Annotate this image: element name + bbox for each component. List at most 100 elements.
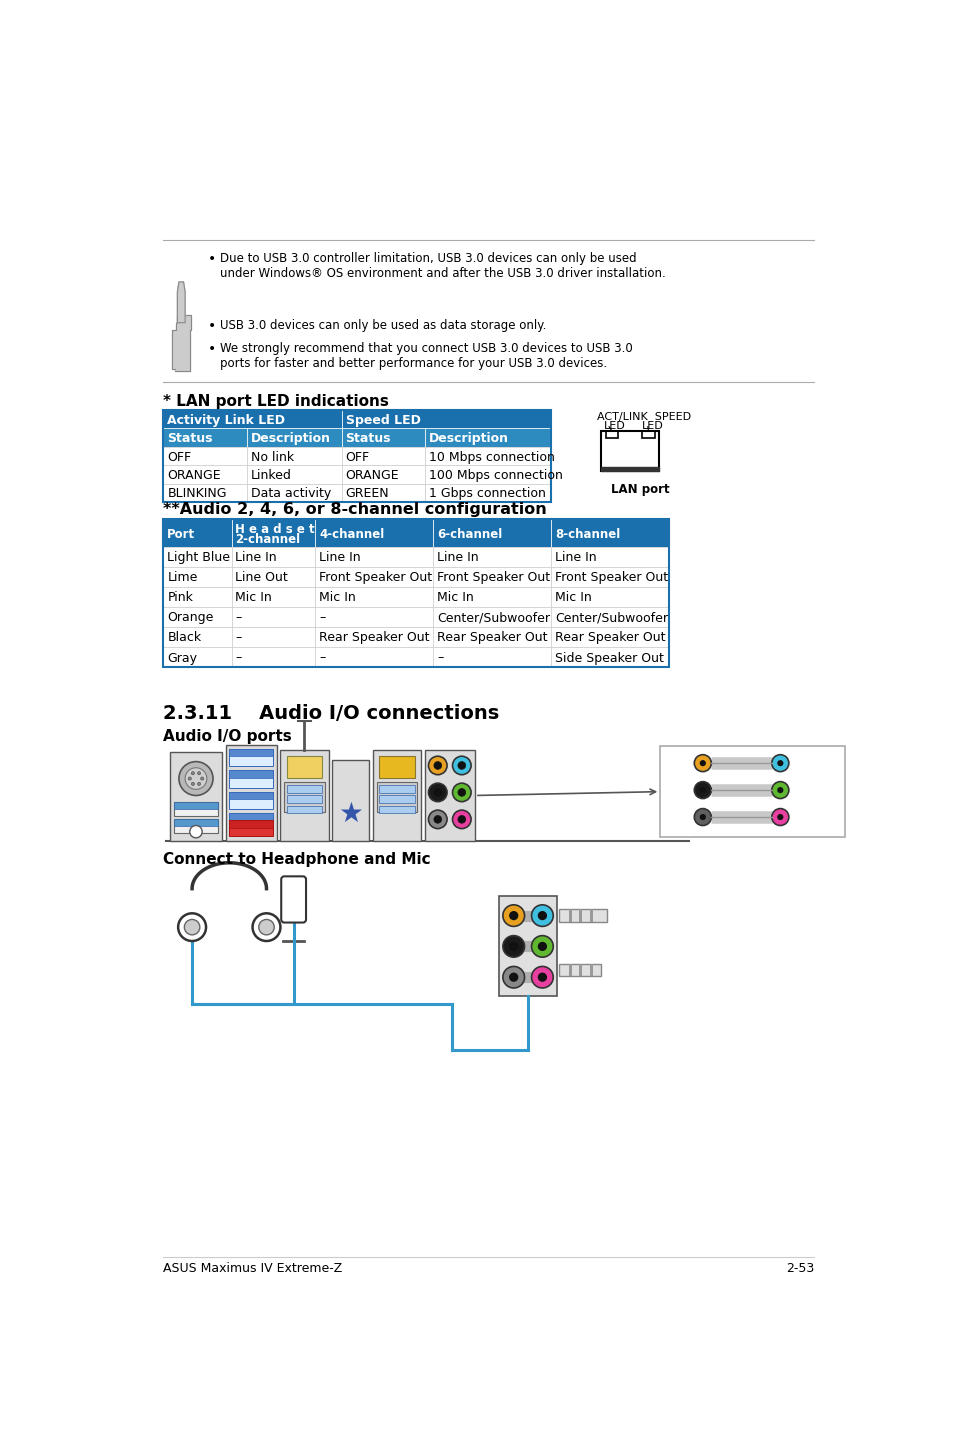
Bar: [163, 567, 232, 587]
Bar: [641, 431, 654, 439]
Circle shape: [428, 810, 447, 828]
Text: Center/Subwoofer: Center/Subwoofer: [436, 611, 550, 624]
Text: orange: orange: [664, 759, 703, 769]
Bar: [424, 751, 475, 841]
Text: –: –: [235, 651, 241, 664]
Text: Mic In: Mic In: [319, 591, 355, 604]
Bar: [568, 963, 571, 976]
Text: 2.3.11    Audio I/O connections: 2.3.11 Audio I/O connections: [163, 703, 499, 723]
Bar: [163, 447, 247, 464]
Text: •: •: [208, 319, 216, 332]
Circle shape: [457, 788, 465, 797]
Text: –: –: [235, 631, 241, 644]
Text: LAN port: LAN port: [610, 483, 668, 496]
Text: Pink: Pink: [167, 591, 193, 604]
Text: USB 3.0 devices can only be used as data storage only.: USB 3.0 devices can only be used as data…: [220, 319, 546, 332]
Circle shape: [452, 784, 471, 801]
Bar: [433, 627, 550, 647]
Circle shape: [192, 772, 194, 775]
Bar: [247, 464, 341, 483]
Text: –: –: [319, 651, 325, 664]
Text: LED: LED: [603, 420, 625, 430]
Bar: [433, 519, 550, 546]
Text: We strongly recommend that you connect USB 3.0 devices to USB 3.0
ports for fast: We strongly recommend that you connect U…: [220, 342, 632, 370]
Bar: [163, 410, 341, 429]
Bar: [605, 431, 618, 439]
FancyBboxPatch shape: [281, 876, 306, 923]
Text: Side Speaker Out: Side Speaker Out: [555, 651, 663, 664]
Bar: [286, 795, 322, 804]
Bar: [498, 896, 557, 997]
Bar: [433, 607, 550, 627]
Bar: [373, 751, 420, 841]
Text: Line Out: Line Out: [235, 571, 288, 584]
Bar: [341, 447, 425, 464]
Bar: [229, 820, 274, 828]
Bar: [174, 802, 217, 808]
Text: Speed LED: Speed LED: [345, 414, 420, 427]
Bar: [558, 963, 600, 976]
Text: Orange: Orange: [167, 611, 213, 624]
Bar: [286, 756, 322, 778]
Bar: [163, 429, 247, 447]
Bar: [174, 820, 217, 833]
Text: –: –: [319, 611, 325, 624]
Circle shape: [771, 782, 788, 798]
Bar: [232, 607, 315, 627]
Text: ORANGE: ORANGE: [167, 469, 221, 482]
Text: Description: Description: [251, 431, 331, 444]
Circle shape: [699, 761, 705, 766]
Bar: [284, 782, 324, 811]
Text: Rear Speaker Out: Rear Speaker Out: [436, 631, 547, 644]
Text: LED: LED: [641, 420, 662, 430]
Circle shape: [188, 777, 192, 779]
Bar: [229, 792, 274, 800]
Circle shape: [197, 772, 200, 775]
Text: 100 Mbps connection: 100 Mbps connection: [429, 469, 562, 482]
Circle shape: [771, 808, 788, 825]
Bar: [247, 447, 341, 464]
Polygon shape: [172, 315, 192, 371]
Circle shape: [434, 815, 441, 823]
Bar: [550, 519, 668, 546]
Text: Line In: Line In: [436, 551, 478, 564]
Bar: [550, 587, 668, 607]
Bar: [170, 752, 222, 841]
Circle shape: [184, 919, 199, 935]
Circle shape: [777, 787, 782, 794]
Bar: [232, 519, 315, 546]
Text: Data activity: Data activity: [251, 487, 331, 500]
Bar: [229, 749, 274, 756]
Bar: [425, 464, 550, 483]
Bar: [433, 567, 550, 587]
Bar: [163, 519, 668, 667]
Text: Audio I/O ports: Audio I/O ports: [163, 729, 292, 743]
Bar: [163, 464, 247, 483]
Text: OFF: OFF: [167, 450, 192, 463]
Circle shape: [537, 972, 546, 982]
Bar: [315, 546, 433, 567]
Bar: [286, 805, 322, 814]
Bar: [280, 751, 328, 841]
Circle shape: [179, 762, 213, 795]
Circle shape: [502, 905, 524, 926]
Text: ★: ★: [337, 800, 362, 828]
Bar: [286, 785, 322, 794]
Bar: [163, 519, 232, 546]
Text: Mic In: Mic In: [436, 591, 474, 604]
Text: Black: Black: [167, 631, 201, 644]
Bar: [341, 464, 425, 483]
Bar: [550, 567, 668, 587]
Bar: [232, 587, 315, 607]
Text: pink: pink: [817, 814, 841, 823]
Text: Linked: Linked: [251, 469, 292, 482]
Text: –: –: [235, 611, 241, 624]
Circle shape: [777, 814, 782, 820]
Circle shape: [185, 768, 207, 789]
Bar: [247, 483, 341, 502]
Circle shape: [537, 912, 546, 920]
Text: ASUS Maximus IV Extreme-Z: ASUS Maximus IV Extreme-Z: [163, 1263, 342, 1276]
Bar: [425, 447, 550, 464]
Bar: [433, 647, 550, 667]
Bar: [341, 429, 425, 447]
